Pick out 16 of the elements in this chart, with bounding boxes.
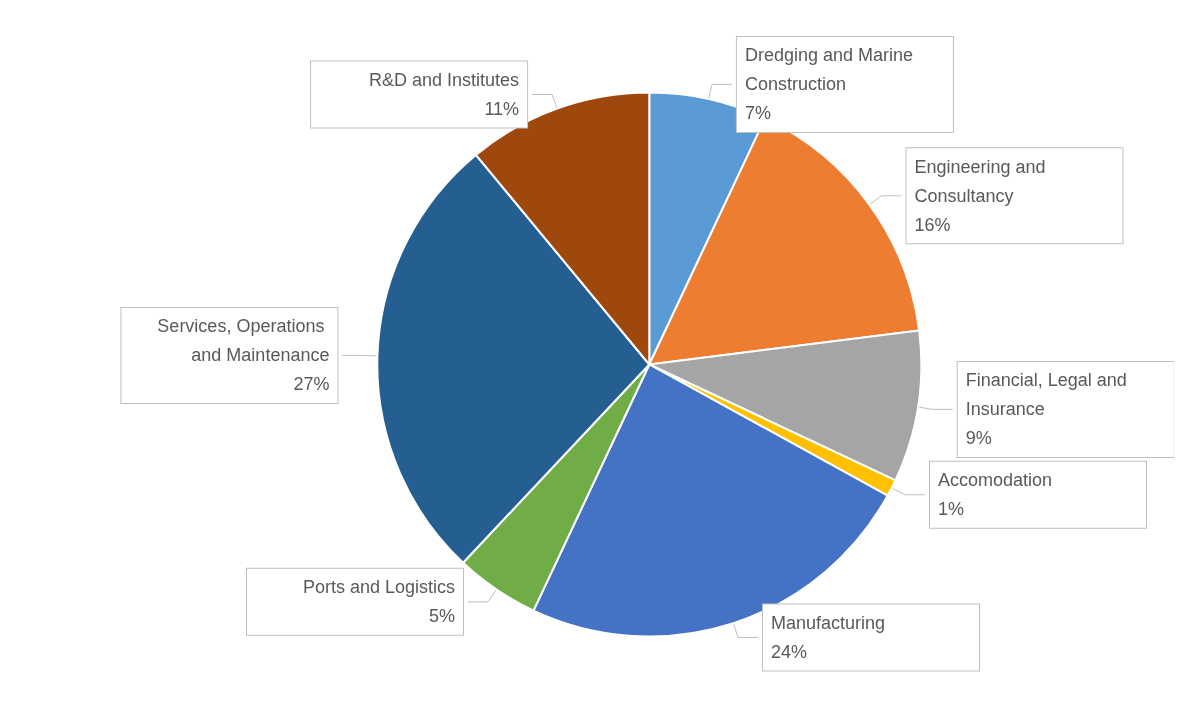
slice-label: Ports and Logistics [302,577,455,598]
slice-label: Financial, Legal and Insurance [965,370,1132,420]
data-label: 1% [938,499,965,520]
data-label: 11% [484,98,520,119]
slice-label: Services, Operations and Maintenance [157,316,330,366]
slice-label: Manufacturing [770,612,886,633]
data-label: 5% [428,606,455,627]
data-label: 24% [770,641,808,662]
slice-label: Dredging and Marine Construction [744,45,919,95]
data-label: 27% [293,374,330,395]
slice-label: R&D and Institutes [369,69,520,90]
slice-label: Accomodation [938,470,1053,491]
data-label: 7% [744,103,771,124]
slice-label: Engineering and Consultancy [914,156,1051,206]
data-label: 16% [914,214,951,235]
data-label: 9% [965,428,992,449]
